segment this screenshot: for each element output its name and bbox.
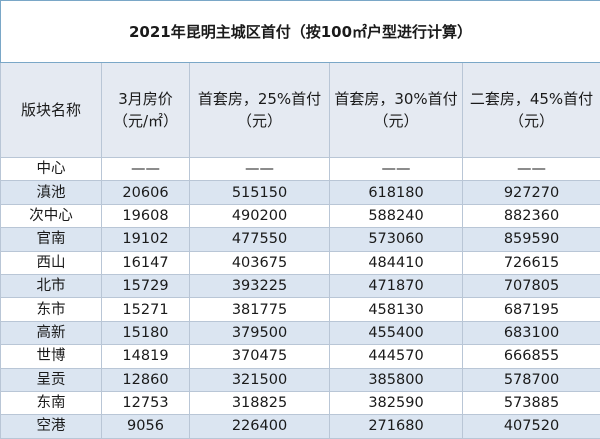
payment-25-cell: 403675	[190, 251, 330, 274]
payment-45-cell: 882360	[463, 204, 600, 227]
payment-25-cell: 393225	[190, 274, 330, 297]
payment-30-cell: ——	[330, 158, 463, 181]
title-row: 2021年昆明主城区首付（按100㎡户型进行计算）	[1, 1, 600, 63]
district-cell: 世博	[1, 345, 102, 368]
payment-30-cell: 588240	[330, 204, 463, 227]
payment-30-cell: 618180	[330, 181, 463, 204]
price-cell: 19608	[102, 204, 190, 227]
price-cell: 12860	[102, 368, 190, 391]
payment-30-cell: 573060	[330, 228, 463, 251]
payment-25-cell: 379500	[190, 321, 330, 344]
district-cell: 次中心	[1, 204, 102, 227]
price-cell: 16147	[102, 251, 190, 274]
district-cell: 北市	[1, 274, 102, 297]
header-price: 3月房价（元/㎡）	[102, 63, 190, 158]
header-line: 3月房价	[102, 88, 189, 110]
payment-30-cell: 455400	[330, 321, 463, 344]
payment-45-cell: 573885	[463, 391, 600, 414]
district-cell: 中心	[1, 158, 102, 181]
payment-45-cell: ——	[463, 158, 600, 181]
header-line: （元）	[463, 110, 600, 132]
payment-45-cell: 683100	[463, 321, 600, 344]
price-cell: 19102	[102, 228, 190, 251]
payment-30-cell: 385800	[330, 368, 463, 391]
district-cell: 高新	[1, 321, 102, 344]
header-line: （元）	[330, 110, 462, 132]
price-cell: ——	[102, 158, 190, 181]
payment-25-cell: 515150	[190, 181, 330, 204]
header-district: 版块名称	[1, 63, 102, 158]
header-first-25: 首套房，25%首付（元）	[190, 63, 330, 158]
price-cell: 9056	[102, 415, 190, 438]
price-cell: 14819	[102, 345, 190, 368]
payment-45-cell: 578700	[463, 368, 600, 391]
payment-45-cell: 859590	[463, 228, 600, 251]
header-first-30: 首套房，30%首付（元）	[330, 63, 463, 158]
header-line: （元/㎡）	[102, 110, 189, 132]
price-cell: 20606	[102, 181, 190, 204]
header-line: 二套房，45%首付	[463, 88, 600, 110]
district-cell: 西山	[1, 251, 102, 274]
payment-45-cell: 726615	[463, 251, 600, 274]
price-cell: 15180	[102, 321, 190, 344]
payment-25-cell: 370475	[190, 345, 330, 368]
payment-45-cell: 687195	[463, 298, 600, 321]
payment-25-cell: 318825	[190, 391, 330, 414]
payment-45-cell: 707805	[463, 274, 600, 297]
payment-25-cell: 226400	[190, 415, 330, 438]
payment-25-cell: 477550	[190, 228, 330, 251]
header-line: 首套房，25%首付	[190, 88, 329, 110]
price-cell: 12753	[102, 391, 190, 414]
header-line: 版块名称	[1, 99, 101, 121]
district-cell: 官南	[1, 228, 102, 251]
payment-25-cell: ——	[190, 158, 330, 181]
header-line: 首套房，30%首付	[330, 88, 462, 110]
payment-25-cell: 490200	[190, 204, 330, 227]
payment-30-cell: 271680	[330, 415, 463, 438]
price-cell: 15729	[102, 274, 190, 297]
price-cell: 15271	[102, 298, 190, 321]
district-cell: 滇池	[1, 181, 102, 204]
district-cell: 东南	[1, 391, 102, 414]
district-cell: 呈贡	[1, 368, 102, 391]
payment-45-cell: 666855	[463, 345, 600, 368]
payment-30-cell: 471870	[330, 274, 463, 297]
header-second-45: 二套房，45%首付（元）	[463, 63, 600, 158]
payment-25-cell: 321500	[190, 368, 330, 391]
payment-45-cell: 407520	[463, 415, 600, 438]
payment-30-cell: 382590	[330, 391, 463, 414]
table-row: 中心————————	[1, 158, 600, 181]
payment-30-cell: 458130	[330, 298, 463, 321]
district-cell: 东市	[1, 298, 102, 321]
payment-30-cell: 444570	[330, 345, 463, 368]
payment-30-cell: 484410	[330, 251, 463, 274]
district-cell: 空港	[1, 415, 102, 438]
payment-45-cell: 927270	[463, 181, 600, 204]
payment-25-cell: 381775	[190, 298, 330, 321]
header-line: （元）	[190, 110, 329, 132]
table-title: 2021年昆明主城区首付（按100㎡户型进行计算）	[1, 1, 600, 63]
